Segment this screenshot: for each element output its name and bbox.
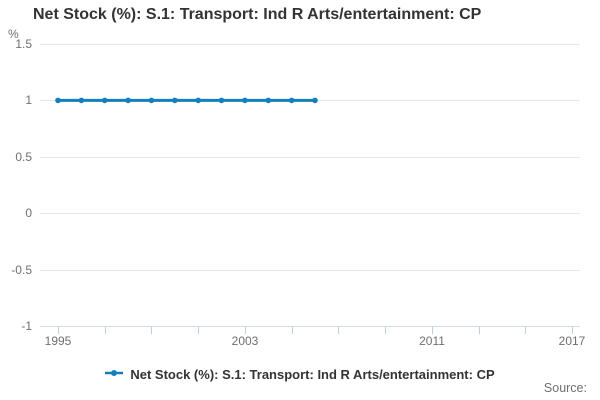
legend: Net Stock (%): S.1: Transport: Ind R Art… bbox=[0, 364, 600, 384]
legend-series-label[interactable]: Net Stock (%): S.1: Transport: Ind R Art… bbox=[130, 366, 495, 382]
y-axis-tick-label: 0 bbox=[25, 206, 32, 220]
source-label: Source: bbox=[543, 381, 587, 395]
x-axis-tick bbox=[525, 327, 526, 334]
x-axis-tick bbox=[432, 327, 433, 334]
x-axis-tick bbox=[58, 327, 59, 334]
series-layer bbox=[55, 97, 318, 104]
x-axis-tick-label: 2017 bbox=[558, 334, 586, 348]
x-axis-line bbox=[40, 326, 580, 327]
x-axis-tick bbox=[105, 327, 106, 334]
x-axis-tick-label: 2003 bbox=[231, 334, 259, 348]
x-axis-tick bbox=[245, 327, 246, 334]
y-axis-tick-label: 1.5 bbox=[15, 37, 32, 51]
legend-series-icon bbox=[105, 365, 124, 383]
x-axis-tick bbox=[479, 327, 480, 334]
x-axis-tick bbox=[572, 327, 573, 334]
chart-title: Net Stock (%): S.1: Transport: Ind R Art… bbox=[33, 6, 482, 23]
legend-line-marker-icon bbox=[105, 370, 124, 376]
x-axis-tick-label: 2011 bbox=[419, 334, 445, 348]
x-axis-tick-label: 1995 bbox=[44, 334, 72, 348]
y-axis-tick-label: 0.5 bbox=[15, 150, 32, 164]
gridline bbox=[40, 100, 580, 101]
x-axis-tick bbox=[338, 327, 339, 334]
gridline bbox=[40, 44, 580, 45]
x-axis-tick bbox=[292, 327, 293, 334]
y-axis-tick-label: 1 bbox=[25, 93, 32, 107]
gridline bbox=[40, 157, 580, 158]
y-axis-tick-label: -0.5 bbox=[11, 263, 32, 277]
x-axis-tick bbox=[151, 327, 152, 334]
gridline bbox=[40, 270, 580, 271]
y-axis-tick-label: -1 bbox=[21, 319, 32, 333]
y-axis-unit-label: % bbox=[8, 27, 19, 41]
x-axis-tick bbox=[385, 327, 386, 334]
gridline bbox=[40, 213, 580, 214]
x-axis-tick bbox=[198, 327, 199, 334]
